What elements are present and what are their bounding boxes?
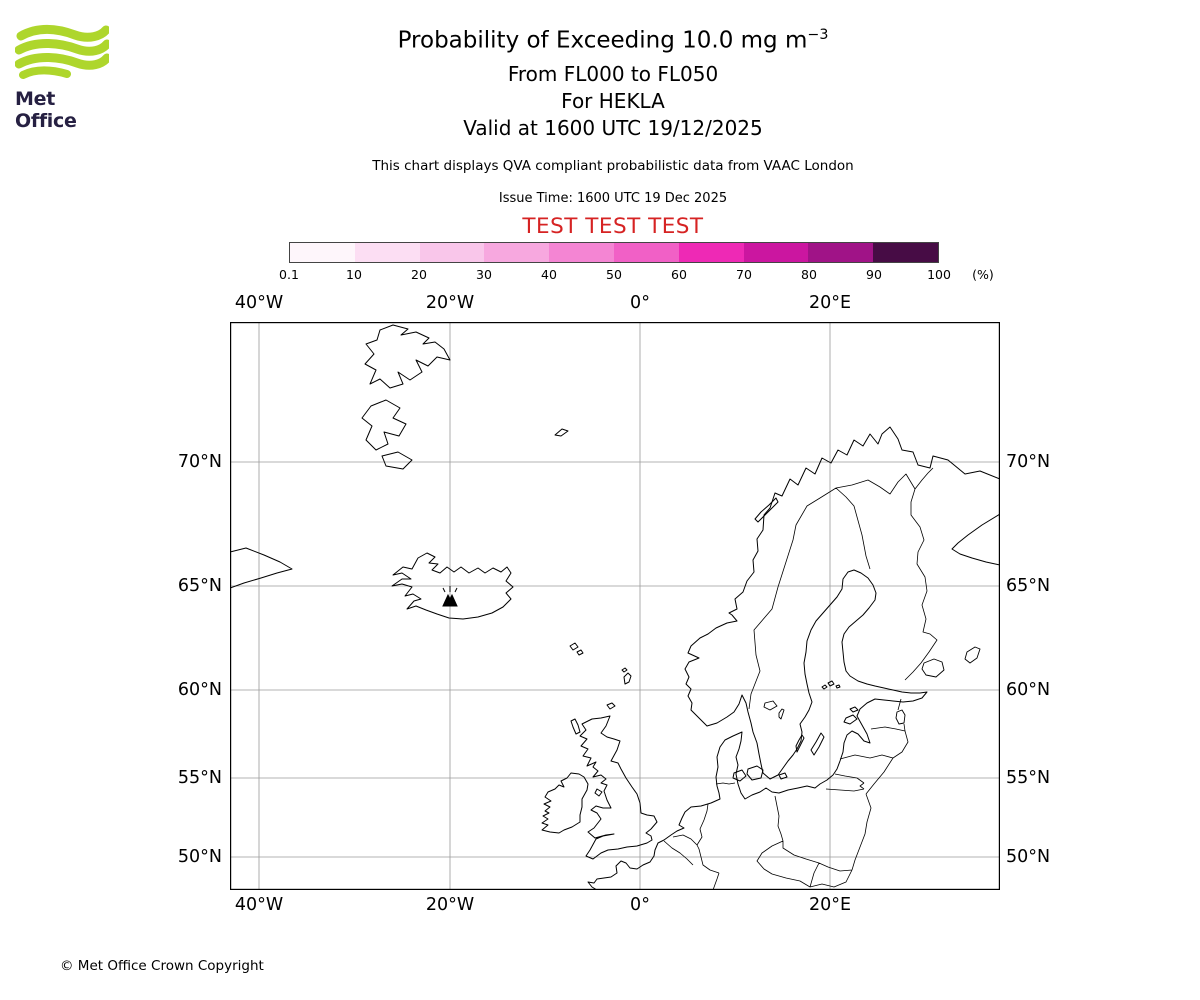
coastline-aland bbox=[821, 680, 841, 690]
lat-labels-left-label: 65°N bbox=[177, 576, 222, 596]
lon-labels-top-label: 0° bbox=[630, 293, 650, 313]
lon-labels-bottom-label: 20°W bbox=[425, 895, 475, 915]
lon-labels-top-label: 40°W bbox=[234, 293, 284, 313]
coastline-oland bbox=[795, 734, 805, 753]
lat-labels-right-label: 50°N bbox=[1006, 847, 1051, 867]
lakes bbox=[763, 646, 981, 725]
volcano-eruption-lines bbox=[442, 586, 458, 593]
page-title-exponent: −3 bbox=[807, 27, 829, 43]
coastline-faroe-islands bbox=[569, 642, 584, 656]
met-office-logo: Met Office bbox=[14, 24, 115, 132]
coastline-outer-hebrides bbox=[570, 718, 581, 735]
colorbar-tick-label: 30 bbox=[476, 267, 492, 282]
coastline-greenland bbox=[230, 324, 451, 589]
coastline-mainland-europe bbox=[587, 426, 1000, 890]
lake-outlines bbox=[763, 646, 981, 725]
test-banner: TEST TEST TEST bbox=[522, 214, 704, 239]
lon-labels-bottom-label: 0° bbox=[630, 895, 650, 915]
lat-labels-left-label: 70°N bbox=[177, 452, 222, 472]
colorbar-segment bbox=[873, 243, 938, 262]
lat-labels-right-label: 65°N bbox=[1006, 576, 1051, 596]
colorbar-ticks: (%) 0.1 10 20 30 40 50 60 70 80 90 100 bbox=[279, 267, 1049, 283]
lat-labels-right: 70°N 65°N 60°N 55°N 50°N bbox=[1006, 322, 1096, 890]
country-borders bbox=[663, 467, 938, 890]
lat-labels-right-label: 55°N bbox=[1006, 768, 1051, 788]
map-border bbox=[230, 322, 1000, 890]
colorbar-segment bbox=[549, 243, 614, 262]
coastline-gotland bbox=[810, 732, 825, 756]
lat-labels-right-label: 70°N bbox=[1006, 452, 1051, 472]
page-title-main: Probability of Exceeding 10.0 mg m bbox=[397, 27, 808, 54]
coastline-iceland bbox=[391, 552, 514, 620]
volcano-cone bbox=[442, 593, 458, 607]
lon-labels-top-label: 20°W bbox=[425, 293, 475, 313]
colorbar-tick-label: 20 bbox=[411, 267, 427, 282]
logo-wave-1 bbox=[16, 25, 111, 42]
map-canvas bbox=[230, 322, 1000, 890]
colorbar-tick-label: 90 bbox=[866, 267, 882, 282]
lat-labels-left-label: 55°N bbox=[177, 768, 222, 788]
colorbar-tick-label: 10 bbox=[346, 267, 362, 282]
volcano-marker-icon bbox=[442, 586, 458, 607]
coastlines bbox=[230, 324, 1000, 890]
colorbar-segment bbox=[743, 243, 809, 262]
colorbar-segment bbox=[354, 243, 420, 262]
colorbar-unit: (%) bbox=[972, 267, 994, 282]
subtitle-flight-levels: From FL000 to FL050 bbox=[507, 62, 719, 86]
logo-wave-2 bbox=[14, 39, 112, 56]
qva-disclaimer: This chart displays QVA compliant probab… bbox=[372, 158, 854, 174]
lat-labels-left: 70°N 65°N 60°N 55°N 50°N bbox=[0, 322, 226, 890]
country-borders-path bbox=[663, 467, 938, 890]
logo-text: Met Office bbox=[15, 88, 77, 132]
colorbar-segment bbox=[613, 243, 679, 262]
colorbar-segment bbox=[678, 243, 744, 262]
colorbar-segment bbox=[419, 243, 485, 262]
coastline-isle-of-man bbox=[594, 788, 603, 797]
lon-labels-bottom-label: 20°E bbox=[808, 895, 852, 915]
colorbar-tick-label: 60 bbox=[671, 267, 687, 282]
colorbar-tick-label: 40 bbox=[541, 267, 557, 282]
issue-time: Issue Time: 1600 UTC 19 Dec 2025 bbox=[498, 191, 728, 206]
subtitle-valid-time: Valid at 1600 UTC 19/12/2025 bbox=[463, 116, 763, 140]
colorbar-tick-label: 0.1 bbox=[279, 267, 299, 282]
copyright-notice: © Met Office Crown Copyright bbox=[60, 958, 264, 974]
coastline-danish-islands bbox=[732, 765, 788, 782]
coastline-jan-mayen bbox=[554, 428, 569, 437]
lon-labels-bottom: 40°W 20°W 0° 20°E bbox=[230, 895, 1000, 917]
met-office-logo-waves bbox=[14, 25, 112, 79]
coastline-white-sea bbox=[951, 513, 1000, 566]
colorbar bbox=[289, 242, 939, 263]
lon-labels-top: 40°W 20°W 0° 20°E bbox=[230, 293, 1000, 315]
lon-labels-bottom-label: 40°W bbox=[234, 895, 284, 915]
colorbar-tick-label: 80 bbox=[801, 267, 817, 282]
graticule bbox=[230, 322, 1000, 890]
coastline-lofoten bbox=[754, 497, 779, 523]
lat-labels-left-label: 50°N bbox=[177, 847, 222, 867]
logo-wave-4 bbox=[19, 66, 71, 79]
subtitle-volcano: For HEKLA bbox=[561, 89, 665, 113]
coastline-shetland bbox=[621, 667, 632, 685]
colorbar-tick-label: 100 bbox=[927, 267, 951, 282]
colorbar-tick-label: 50 bbox=[606, 267, 622, 282]
page-title: Probability of Exceeding 10.0 mg m−3 bbox=[13, 27, 1200, 54]
colorbar-segment bbox=[808, 243, 874, 262]
colorbar-segment bbox=[290, 243, 355, 262]
coastline-orkney bbox=[606, 702, 616, 710]
coastline-estonian-islands bbox=[843, 706, 859, 725]
coastline-ireland bbox=[541, 772, 589, 834]
lat-labels-right-label: 60°N bbox=[1006, 680, 1051, 700]
lat-labels-left-label: 60°N bbox=[177, 680, 222, 700]
logo-wave-3 bbox=[14, 53, 112, 70]
map-svg bbox=[230, 322, 1000, 890]
colorbar-tick-label: 70 bbox=[736, 267, 752, 282]
coastline-great-britain bbox=[579, 715, 658, 860]
colorbar-segment bbox=[484, 243, 550, 262]
lon-labels-top-label: 20°E bbox=[808, 293, 852, 313]
